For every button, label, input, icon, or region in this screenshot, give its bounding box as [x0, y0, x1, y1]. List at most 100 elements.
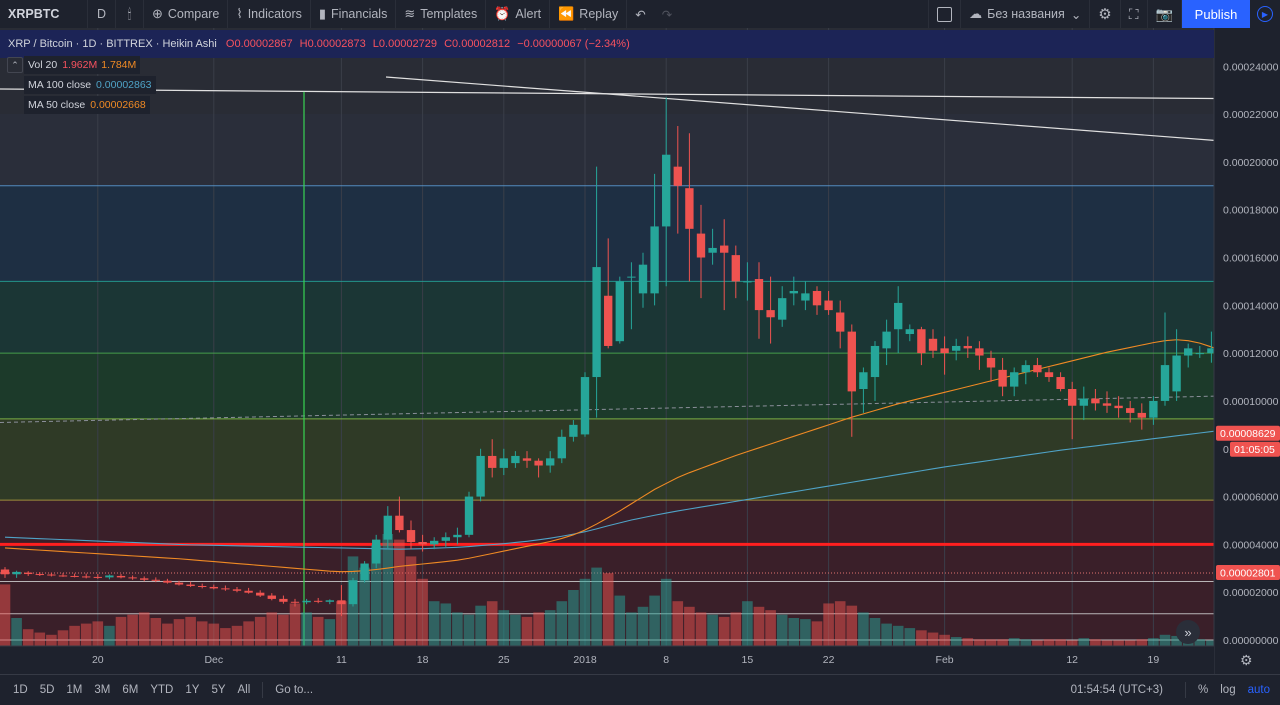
candle-body [337, 600, 346, 605]
plus-circle-icon: ⊕ [152, 6, 163, 21]
candle-body [534, 460, 543, 466]
compare-button[interactable]: ⊕ Compare [144, 0, 229, 28]
candle-body [1021, 365, 1030, 373]
candle-body [638, 264, 648, 294]
range-3m[interactable]: 3M [94, 684, 111, 696]
volume-bar [104, 625, 115, 646]
candle-body [395, 515, 404, 531]
interval-button[interactable]: D [88, 0, 116, 28]
volume-bar [0, 584, 11, 646]
candle-body [1184, 348, 1193, 356]
volume-bar [672, 601, 684, 646]
chart-type-button[interactable]: 🕯 [116, 0, 144, 28]
replay-button[interactable]: ⏪ Replay [550, 0, 628, 28]
fullscreen-button[interactable]: ⛶ [1121, 0, 1148, 28]
volume-bar [1148, 638, 1159, 646]
range-all[interactable]: All [237, 684, 251, 696]
legend-high: H0.00002873 [299, 38, 366, 50]
candle-body [1172, 355, 1181, 392]
candle-body [12, 571, 21, 575]
volume-bar [394, 539, 405, 646]
auto-toggle[interactable]: auto [1247, 684, 1270, 696]
candle-body [35, 574, 44, 576]
volume-bar [730, 612, 742, 646]
range-5y[interactable]: 5Y [211, 684, 226, 696]
volume-bar [950, 637, 962, 646]
divider [262, 682, 264, 698]
time-tick-label: 22 [823, 654, 835, 666]
candle-body [766, 310, 775, 318]
countdown-label: 01:05:05 [1234, 444, 1275, 456]
volume-bar [881, 623, 892, 646]
volume-bar [974, 639, 985, 646]
legend-collapse-toggle[interactable]: ⌃ [7, 57, 23, 73]
snapshot-button[interactable]: 📷 [1148, 0, 1182, 28]
redo-button[interactable]: ↷ [654, 0, 680, 28]
play-icon: ▶ [1257, 6, 1273, 22]
range-1m[interactable]: 1M [66, 684, 83, 696]
volume-bar [220, 628, 231, 646]
volume-bar [1171, 635, 1182, 646]
volume-bar [1008, 638, 1020, 646]
fullscreen-icon: ⛶ [1128, 5, 1139, 22]
time-tick-label: Dec [204, 654, 223, 666]
gear-icon: ⚙ [1240, 652, 1253, 668]
volume-bar [11, 618, 22, 646]
volume-bar [800, 619, 811, 646]
candle-body [894, 302, 903, 330]
price-chart[interactable]: 0.00024000 0.00022000 0.00020000 0.00018000… [0, 28, 1280, 674]
settings-button[interactable]: ⚙ [1090, 0, 1121, 28]
time-tick-label: 18 [417, 654, 429, 666]
ma100-value: 0.00002863 [96, 79, 152, 91]
time-tick-label: 2018 [573, 654, 597, 666]
volume-bar [684, 606, 695, 646]
camera-icon: 📷 [1155, 5, 1173, 22]
indicator-volume[interactable]: Vol 20 1.962M 1.784M [24, 56, 141, 74]
log-toggle[interactable]: log [1220, 684, 1236, 696]
volume-bar [278, 614, 289, 646]
range-1d[interactable]: 1D [13, 684, 28, 696]
volume-bar [1101, 640, 1113, 646]
volume-bar [846, 605, 858, 646]
layout-name-button[interactable]: ☁ Без названия ⌄ [961, 0, 1091, 28]
goto-button[interactable]: Go to... [275, 684, 314, 696]
time-axis[interactable] [0, 646, 1214, 674]
alert-button[interactable]: ⏰ Alert [486, 0, 551, 28]
symbol-label: XRPBTC [8, 7, 60, 21]
ma50-name: MA 50 close [28, 99, 86, 111]
symbol-search-button[interactable]: XRPBTC [0, 0, 88, 28]
volume-bar [46, 634, 57, 646]
candle-body [418, 542, 427, 545]
candle-body [267, 595, 276, 599]
indicator-ma100[interactable]: MA 100 close 0.00002863 [24, 76, 156, 94]
clock-label[interactable]: 01:54:54 (UTC+3) [1070, 684, 1164, 696]
candle-body [720, 245, 729, 253]
candle-body [708, 247, 717, 253]
volume-bar [243, 621, 254, 646]
range-6m[interactable]: 6M [122, 684, 139, 696]
templates-button[interactable]: ≋ Templates [396, 0, 487, 28]
trend-line[interactable] [385, 76, 1215, 141]
percent-toggle[interactable]: % [1198, 684, 1209, 696]
candle-body [673, 166, 682, 186]
time-tick-label: 8 [663, 654, 669, 666]
range-5d[interactable]: 5D [39, 684, 55, 696]
time-tick-label: 25 [498, 654, 510, 666]
candle-body [163, 580, 172, 583]
range-1y[interactable]: 1Y [185, 684, 200, 696]
financials-button[interactable]: ▮ Financials [311, 0, 397, 28]
volume-bar [858, 612, 869, 646]
layout-toggle-button[interactable] [928, 0, 962, 28]
indicator-ma50[interactable]: MA 50 close 0.00002668 [24, 96, 150, 114]
indicators-button[interactable]: ⌇ Indicators [228, 0, 311, 28]
play-button[interactable]: ▶ [1250, 0, 1280, 28]
volume-bar [1066, 640, 1078, 646]
range-ytd[interactable]: YTD [150, 684, 174, 696]
time-tick-label: 15 [742, 654, 754, 666]
undo-button[interactable]: ↶ [627, 0, 653, 28]
publish-button[interactable]: Publish [1182, 0, 1250, 28]
scale-settings-button[interactable]: ⚙ [1240, 652, 1253, 669]
volume-bar [1032, 640, 1043, 646]
scroll-to-realtime-button[interactable]: » [1176, 620, 1200, 644]
cloud-icon: ☁ [969, 6, 983, 21]
